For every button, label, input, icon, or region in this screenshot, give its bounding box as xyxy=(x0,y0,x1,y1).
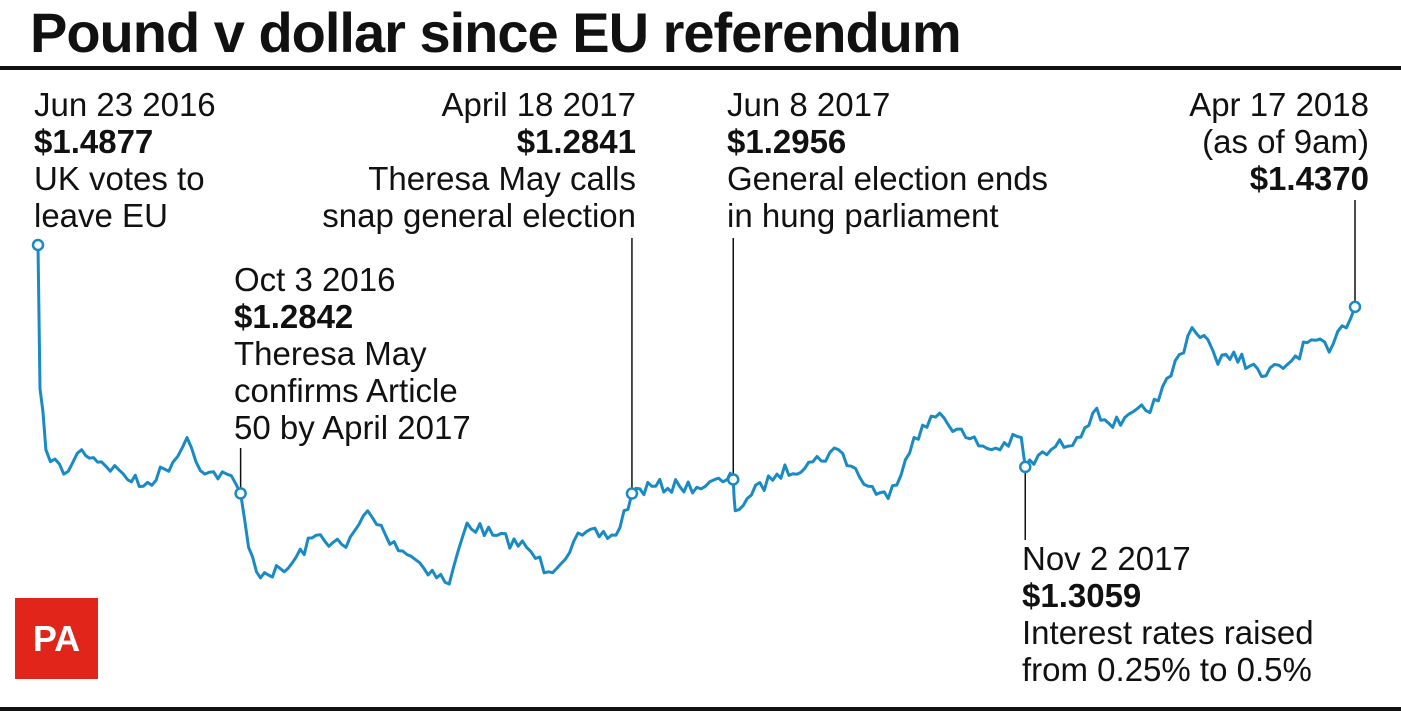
annotation-date: Oct 3 2016 xyxy=(234,261,396,298)
annotation-value: $1.3059 xyxy=(1022,577,1142,614)
annotation-snap-election: April 18 2017 $1.2841 Theresa May calls … xyxy=(322,86,636,234)
chart-title: Pound v dollar since EU referendum xyxy=(30,1,962,64)
annotation-marker-2016-10-03 xyxy=(234,487,247,500)
annotation-marker-2018-04-17 xyxy=(1348,300,1362,314)
annotation-marker-2017-11-02 xyxy=(1019,460,1032,474)
annotation-value: $1.4877 xyxy=(34,123,154,160)
annotation-article-50: Oct 3 2016 $1.2842 Theresa May confirms … xyxy=(234,261,471,446)
top-rule xyxy=(0,66,1401,70)
annotation-date: Jun 23 2016 xyxy=(34,86,216,123)
annotation-leaders xyxy=(239,200,1356,540)
annotation-text-line: Interest rates raised xyxy=(1022,614,1314,651)
annotation-interest-rates: Nov 2 2017 $1.3059 Interest rates raised… xyxy=(1022,540,1314,688)
annotation-date: Jun 8 2017 xyxy=(727,86,891,123)
annotation-text-line: Theresa May xyxy=(234,335,427,372)
annotation-markers xyxy=(31,238,1362,500)
pa-logo: PA xyxy=(15,598,98,679)
annotation-note: (as of 9am) xyxy=(1202,123,1369,160)
annotation-text-line: General election ends xyxy=(727,160,1049,197)
annotation-text-line: in hung parliament xyxy=(727,197,999,234)
annotation-value: $1.2956 xyxy=(727,123,847,160)
annotation-text-line: leave EU xyxy=(34,197,168,234)
annotation-text-line: UK votes to xyxy=(34,160,205,197)
annotation-date: April 18 2017 xyxy=(441,86,636,123)
annotation-latest: Apr 17 2018 (as of 9am) $1.4370 xyxy=(1189,86,1369,197)
annotation-text-line: Theresa May calls xyxy=(368,160,636,197)
annotation-date: Nov 2 2017 xyxy=(1022,540,1191,577)
annotation-marker-2017-06-08 xyxy=(726,473,740,486)
annotation-text-line: 50 by April 2017 xyxy=(234,409,471,446)
annotation-marker-2017-04-18 xyxy=(625,487,639,500)
annotation-text-line: snap general election xyxy=(322,197,636,234)
series-line-gbp-usd xyxy=(36,243,1357,586)
annotation-value: $1.4370 xyxy=(1249,160,1369,197)
bottom-rule xyxy=(0,707,1401,711)
annotation-value: $1.2841 xyxy=(516,123,636,160)
annotation-referendum: Jun 23 2016 $1.4877 UK votes to leave EU xyxy=(34,86,216,234)
annotation-text-line: from 0.25% to 0.5% xyxy=(1022,651,1312,688)
annotation-text-line: confirms Article xyxy=(234,372,458,409)
annotation-date: Apr 17 2018 xyxy=(1189,86,1369,123)
annotation-marker-2016-06-23 xyxy=(31,238,45,252)
annotation-general-election: Jun 8 2017 $1.2956 General election ends… xyxy=(727,86,1048,234)
annotation-value: $1.2842 xyxy=(234,298,354,335)
